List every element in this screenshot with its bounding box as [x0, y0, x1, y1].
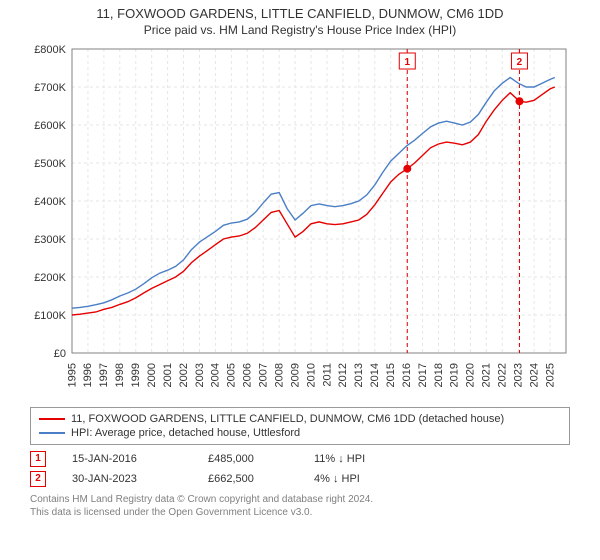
svg-text:2016: 2016 [401, 363, 413, 387]
legend-item: HPI: Average price, detached house, Uttl… [39, 426, 561, 440]
svg-text:2004: 2004 [210, 363, 222, 387]
svg-text:2006: 2006 [242, 363, 254, 387]
svg-text:2011: 2011 [321, 363, 333, 387]
legend-item: 11, FOXWOOD GARDENS, LITTLE CANFIELD, DU… [39, 412, 561, 426]
svg-text:1995: 1995 [66, 363, 78, 387]
svg-text:£700K: £700K [34, 82, 66, 94]
sale-price: £485,000 [208, 453, 288, 465]
sale-date: 15-JAN-2016 [72, 453, 182, 465]
svg-text:£0: £0 [54, 348, 66, 360]
svg-text:2017: 2017 [417, 363, 429, 387]
svg-text:1996: 1996 [82, 363, 94, 387]
svg-text:£200K: £200K [34, 272, 66, 284]
svg-text:2009: 2009 [289, 363, 301, 387]
table-row: 2 30-JAN-2023 £662,500 4% ↓ HPI [30, 469, 570, 489]
svg-text:£300K: £300K [34, 234, 66, 246]
sales-table: 1 15-JAN-2016 £485,000 11% ↓ HPI 2 30-JA… [30, 449, 570, 489]
svg-text:1: 1 [405, 57, 411, 68]
svg-text:2012: 2012 [337, 363, 349, 387]
legend-swatch-icon [39, 432, 65, 434]
svg-text:2003: 2003 [194, 363, 206, 387]
svg-text:£600K: £600K [34, 120, 66, 132]
svg-text:2023: 2023 [512, 363, 524, 387]
svg-text:2025: 2025 [544, 363, 556, 387]
legend-box: 11, FOXWOOD GARDENS, LITTLE CANFIELD, DU… [30, 407, 570, 445]
legend-label: HPI: Average price, detached house, Uttl… [71, 427, 300, 439]
svg-text:2001: 2001 [162, 363, 174, 387]
footer-line: Contains HM Land Registry data © Crown c… [30, 493, 570, 506]
sale-marker-icon: 1 [30, 451, 46, 467]
svg-text:2019: 2019 [449, 363, 461, 387]
svg-text:2010: 2010 [305, 363, 317, 387]
svg-text:2013: 2013 [353, 363, 365, 387]
chart-container: 11, FOXWOOD GARDENS, LITTLE CANFIELD, DU… [0, 0, 600, 560]
svg-text:2: 2 [517, 57, 523, 68]
svg-text:2014: 2014 [369, 363, 381, 387]
svg-text:2008: 2008 [273, 363, 285, 387]
svg-text:2018: 2018 [433, 363, 445, 387]
svg-text:2020: 2020 [465, 363, 477, 387]
footer-line: This data is licensed under the Open Gov… [30, 506, 570, 519]
chart-title: 11, FOXWOOD GARDENS, LITTLE CANFIELD, DU… [0, 0, 600, 21]
sale-date: 30-JAN-2023 [72, 473, 182, 485]
sale-marker-icon: 2 [30, 471, 46, 487]
legend-label: 11, FOXWOOD GARDENS, LITTLE CANFIELD, DU… [71, 413, 504, 425]
chart-subtitle: Price paid vs. HM Land Registry's House … [0, 21, 600, 41]
svg-text:2000: 2000 [146, 363, 158, 387]
line-chart-svg: £0 £100K £200K £300K £400K £500K £600K £700K £80… [20, 41, 580, 401]
legend-swatch-icon [39, 418, 65, 420]
svg-text:2005: 2005 [226, 363, 238, 387]
svg-text:2007: 2007 [258, 363, 270, 387]
footer-attribution: Contains HM Land Registry data © Crown c… [30, 493, 570, 519]
svg-text:1997: 1997 [98, 363, 110, 387]
svg-text:1999: 1999 [130, 363, 142, 387]
chart-area: £0 £100K £200K £300K £400K £500K £600K £700K £80… [20, 41, 580, 401]
table-row: 1 15-JAN-2016 £485,000 11% ↓ HPI [30, 449, 570, 469]
sale-diff: 11% ↓ HPI [314, 453, 404, 465]
svg-text:2002: 2002 [178, 363, 190, 387]
svg-text:£400K: £400K [34, 196, 66, 208]
sale-price: £662,500 [208, 473, 288, 485]
svg-text:2022: 2022 [497, 363, 509, 387]
svg-text:1998: 1998 [114, 363, 126, 387]
svg-text:£100K: £100K [34, 310, 66, 322]
svg-text:2024: 2024 [528, 363, 540, 387]
sale-diff: 4% ↓ HPI [314, 473, 404, 485]
svg-text:2021: 2021 [481, 363, 493, 387]
svg-text:£500K: £500K [34, 158, 66, 170]
svg-text:2015: 2015 [385, 363, 397, 387]
svg-text:£800K: £800K [34, 44, 66, 56]
